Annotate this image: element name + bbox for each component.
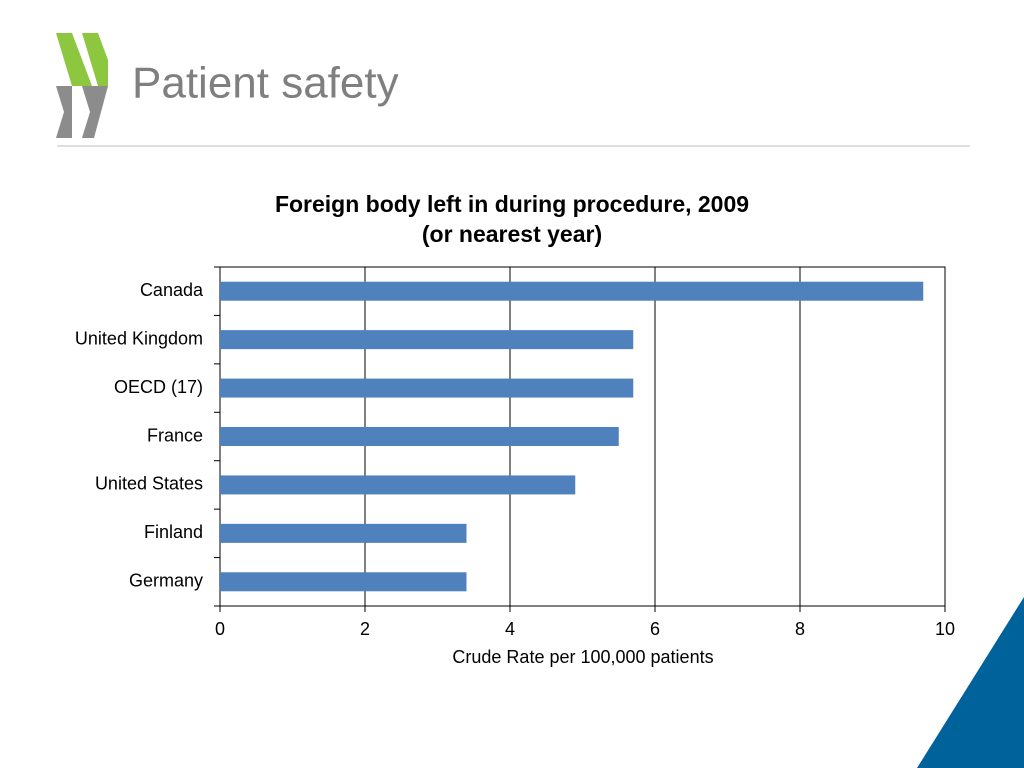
corner-triangle xyxy=(917,597,1024,768)
x-tick-label: 0 xyxy=(215,619,225,639)
y-tick-label: United States xyxy=(95,474,203,494)
x-tick-label: 6 xyxy=(650,619,660,639)
bar xyxy=(220,281,924,301)
bar xyxy=(220,427,619,446)
bar xyxy=(220,330,634,350)
x-tick-label: 10 xyxy=(935,619,955,639)
y-tick-label: OECD (17) xyxy=(114,377,203,397)
bar xyxy=(220,572,467,592)
chart-title: Foreign body left in during procedure, 2… xyxy=(275,191,749,217)
y-tick-label: Finland xyxy=(144,522,203,542)
bar xyxy=(220,475,576,495)
logo-chevron xyxy=(56,86,72,138)
y-tick-label: Canada xyxy=(140,280,204,300)
bar xyxy=(220,378,634,398)
y-tick-label: France xyxy=(147,425,203,445)
y-tick-label: Germany xyxy=(129,571,203,591)
chart-subtitle: (or nearest year) xyxy=(422,221,602,247)
bar xyxy=(220,523,467,543)
logo-chevron xyxy=(82,33,108,86)
logo-chevron xyxy=(56,33,92,86)
x-axis-label: Crude Rate per 100,000 patients xyxy=(452,647,713,667)
slide-title: Patient safety xyxy=(132,59,399,108)
x-tick-label: 4 xyxy=(505,619,515,639)
y-tick-label: United Kingdom xyxy=(75,328,203,348)
logo-chevron xyxy=(82,86,108,138)
x-tick-label: 8 xyxy=(795,619,805,639)
x-tick-label: 2 xyxy=(360,619,370,639)
